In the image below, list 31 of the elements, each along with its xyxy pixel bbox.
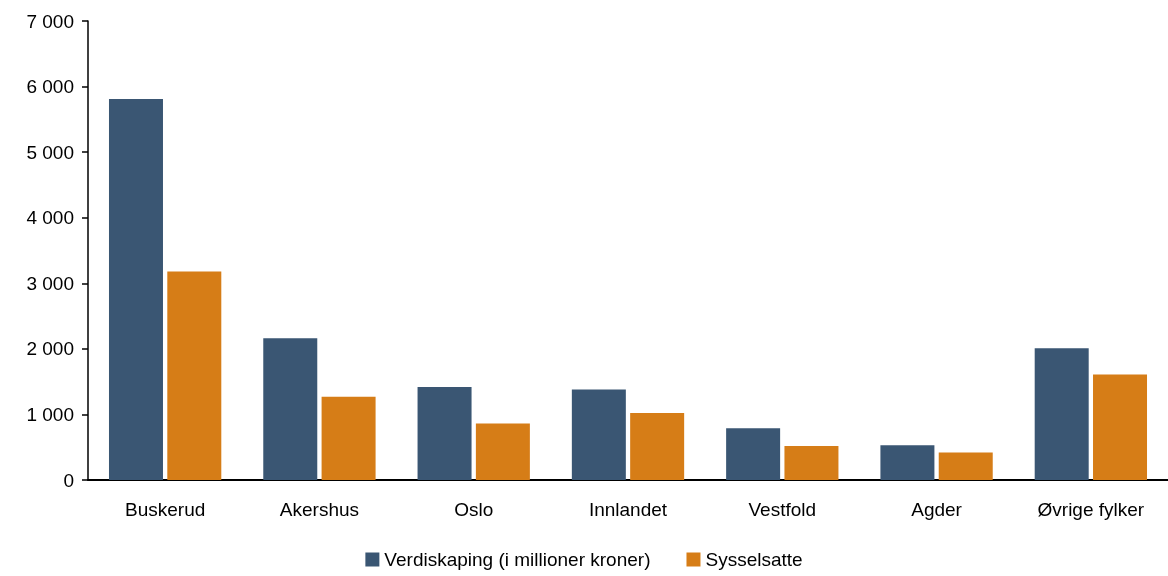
x-tick-label: Buskerud <box>125 499 206 520</box>
x-tick-label: Oslo <box>454 499 494 520</box>
y-tick-label: 6 000 <box>26 76 74 98</box>
y-tick-label: 7 000 <box>26 10 74 32</box>
bar <box>630 413 685 480</box>
x-tick-label: Akershus <box>279 499 360 520</box>
x-tick-label: Innlandet <box>588 499 668 520</box>
x-tick-label: Vestfold <box>748 499 817 520</box>
y-tick-label: 4 000 <box>26 207 74 229</box>
bar <box>938 452 993 480</box>
bar <box>784 445 839 480</box>
bar <box>571 389 626 480</box>
bar <box>475 423 530 480</box>
x-tick-label: Agder <box>911 499 963 520</box>
bar <box>263 338 318 480</box>
bar <box>1034 348 1089 480</box>
x-tick-label: Øvrige fylker <box>1037 499 1145 520</box>
bar <box>880 445 935 480</box>
bar <box>167 271 222 480</box>
legend-label: Verdiskaping (i millioner kroner) <box>384 549 651 570</box>
y-tick-label: 5 000 <box>26 141 74 163</box>
legend-label: Sysselsatte <box>705 549 803 570</box>
y-tick-label: 0 <box>63 469 74 491</box>
y-tick-label: 2 000 <box>26 338 74 360</box>
bar <box>108 99 163 480</box>
y-tick-label: 3 000 <box>26 272 74 294</box>
bar <box>1093 374 1148 480</box>
bar <box>417 386 472 480</box>
y-tick-label: 1 000 <box>26 403 74 425</box>
bar <box>321 396 376 480</box>
bar <box>726 428 781 480</box>
